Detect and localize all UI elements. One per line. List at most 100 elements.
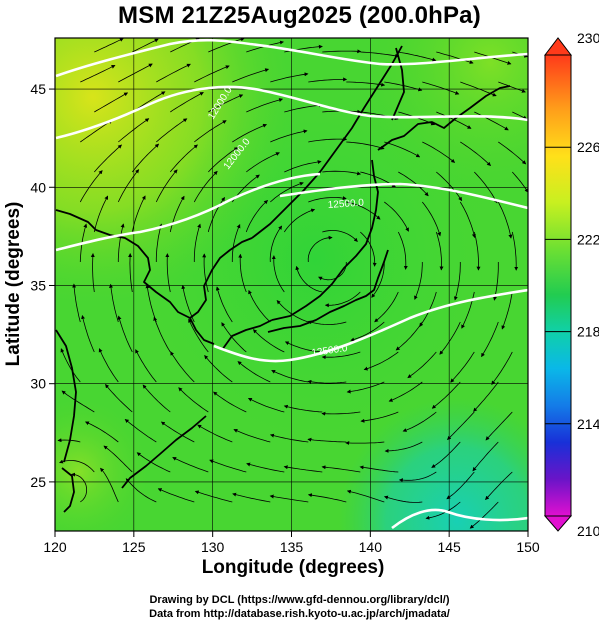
streamline-arrow [360,231,377,267]
streamline-arrow [194,490,233,503]
streamline-arrow [498,141,527,165]
streamline-arrow [446,471,475,500]
streamline-arrow [124,418,157,443]
streamline-arrow [431,441,461,468]
coast-korea-south [189,317,215,345]
streamline-arrow [308,77,348,83]
streamline-arrow [511,231,519,271]
streamline-arrow [491,351,513,385]
streamline-arrow [132,38,159,53]
streamline-arrow [232,123,268,143]
streamline-arrow [252,329,285,353]
wind-streamlines [57,38,528,529]
streamline-arrow [414,262,423,300]
colorbar-tick-label: 226 [577,139,599,155]
streamline-arrow [246,98,284,113]
streamline-arrow [473,231,481,271]
streamline-arrow [398,171,429,197]
streamline-arrow [283,465,323,473]
streamline-arrow [350,321,385,342]
streamline-arrow [109,283,119,323]
streamline-arrow [284,160,322,173]
streamline-arrow [439,321,461,355]
streamline-arrow [156,63,191,83]
coast-china-korea [55,209,253,319]
streamline-arrow [307,235,333,263]
data-credit: Data from http://database.rish.kyoto-u.a… [149,608,450,620]
y-tick-label: 25 [30,474,46,490]
streamline-arrow [248,289,271,323]
lat-lon-grid [55,38,528,531]
streamline-arrow [142,384,171,413]
streamline-arrow [512,111,528,120]
streamline-arrow [157,488,195,503]
streamline-arrow [247,397,285,413]
streamline-arrow [461,291,475,329]
streamline-arrow [270,181,304,203]
streamline-arrow [103,445,133,473]
streamline-arrow [117,169,140,203]
streamline-arrow [233,429,271,443]
streamline-arrow [295,265,323,293]
streamline-arrow [84,421,119,443]
x-tick-label: 120 [43,539,67,555]
streamline-arrow [324,291,361,308]
streamline-arrow [188,318,209,353]
coast-japan-honshu-south [267,249,389,333]
streamline-arrow [71,472,87,503]
streamline-arrow [117,223,125,262]
contour-bottom-right [391,508,528,530]
streamline-arrow [395,321,423,351]
streamline-arrow [81,314,95,353]
streamline-arrow [172,457,209,473]
streamline-arrow [194,65,230,83]
y-tick-label: 35 [30,277,46,293]
streamline-arrow [321,411,361,416]
streamline-arrow [321,351,361,360]
streamline-arrow [155,169,178,203]
streamline-arrow [307,379,347,384]
streamline-arrow [322,170,362,176]
coast-hokkaido [377,85,511,151]
streamline-arrow [105,383,133,413]
streamline-arrow [178,387,209,413]
streamline-arrow [422,141,456,163]
streamline-arrow [346,489,385,503]
streamline-arrow [60,348,81,383]
streamline-arrow [197,424,233,443]
streamline-arrow [80,119,113,143]
streamline-arrow [407,351,437,379]
streamline-arrow [421,201,442,237]
streamline-arrow [245,199,268,233]
streamline-arrow [202,253,209,293]
streamline-arrow [283,208,316,233]
streamline-arrow [246,462,285,473]
streamline-arrow [165,253,171,293]
streamline-arrow [322,49,362,54]
streamline-arrow [474,111,509,131]
streamline-arrow [284,341,323,353]
streamline-arrow [511,171,528,193]
colorbar: 230 226 222 218 214 210 [543,30,599,539]
streamline-arrow [459,201,476,239]
y-tick-label: 45 [30,81,46,97]
streamline-arrow [425,501,461,520]
streamline-arrow [453,262,461,301]
streamline-arrow [346,141,385,150]
streamline-arrow [322,230,358,242]
streamline-arrow [447,411,475,440]
x-tick-label: 125 [122,539,146,555]
coast-taiwan [61,467,75,513]
coastlines [55,45,511,513]
streamline-arrow [307,493,347,503]
streamline-arrow [207,196,225,233]
streamline-arrow [481,321,499,358]
streamline-arrow [94,38,124,53]
contour-12000-inner [55,85,528,140]
colorbar-bar [544,54,572,517]
streamline-arrow [402,411,437,432]
streamline-arrow [384,201,409,232]
streamline-arrow [209,459,247,473]
x-tick-label: 145 [437,539,461,555]
height-contours [55,38,528,530]
